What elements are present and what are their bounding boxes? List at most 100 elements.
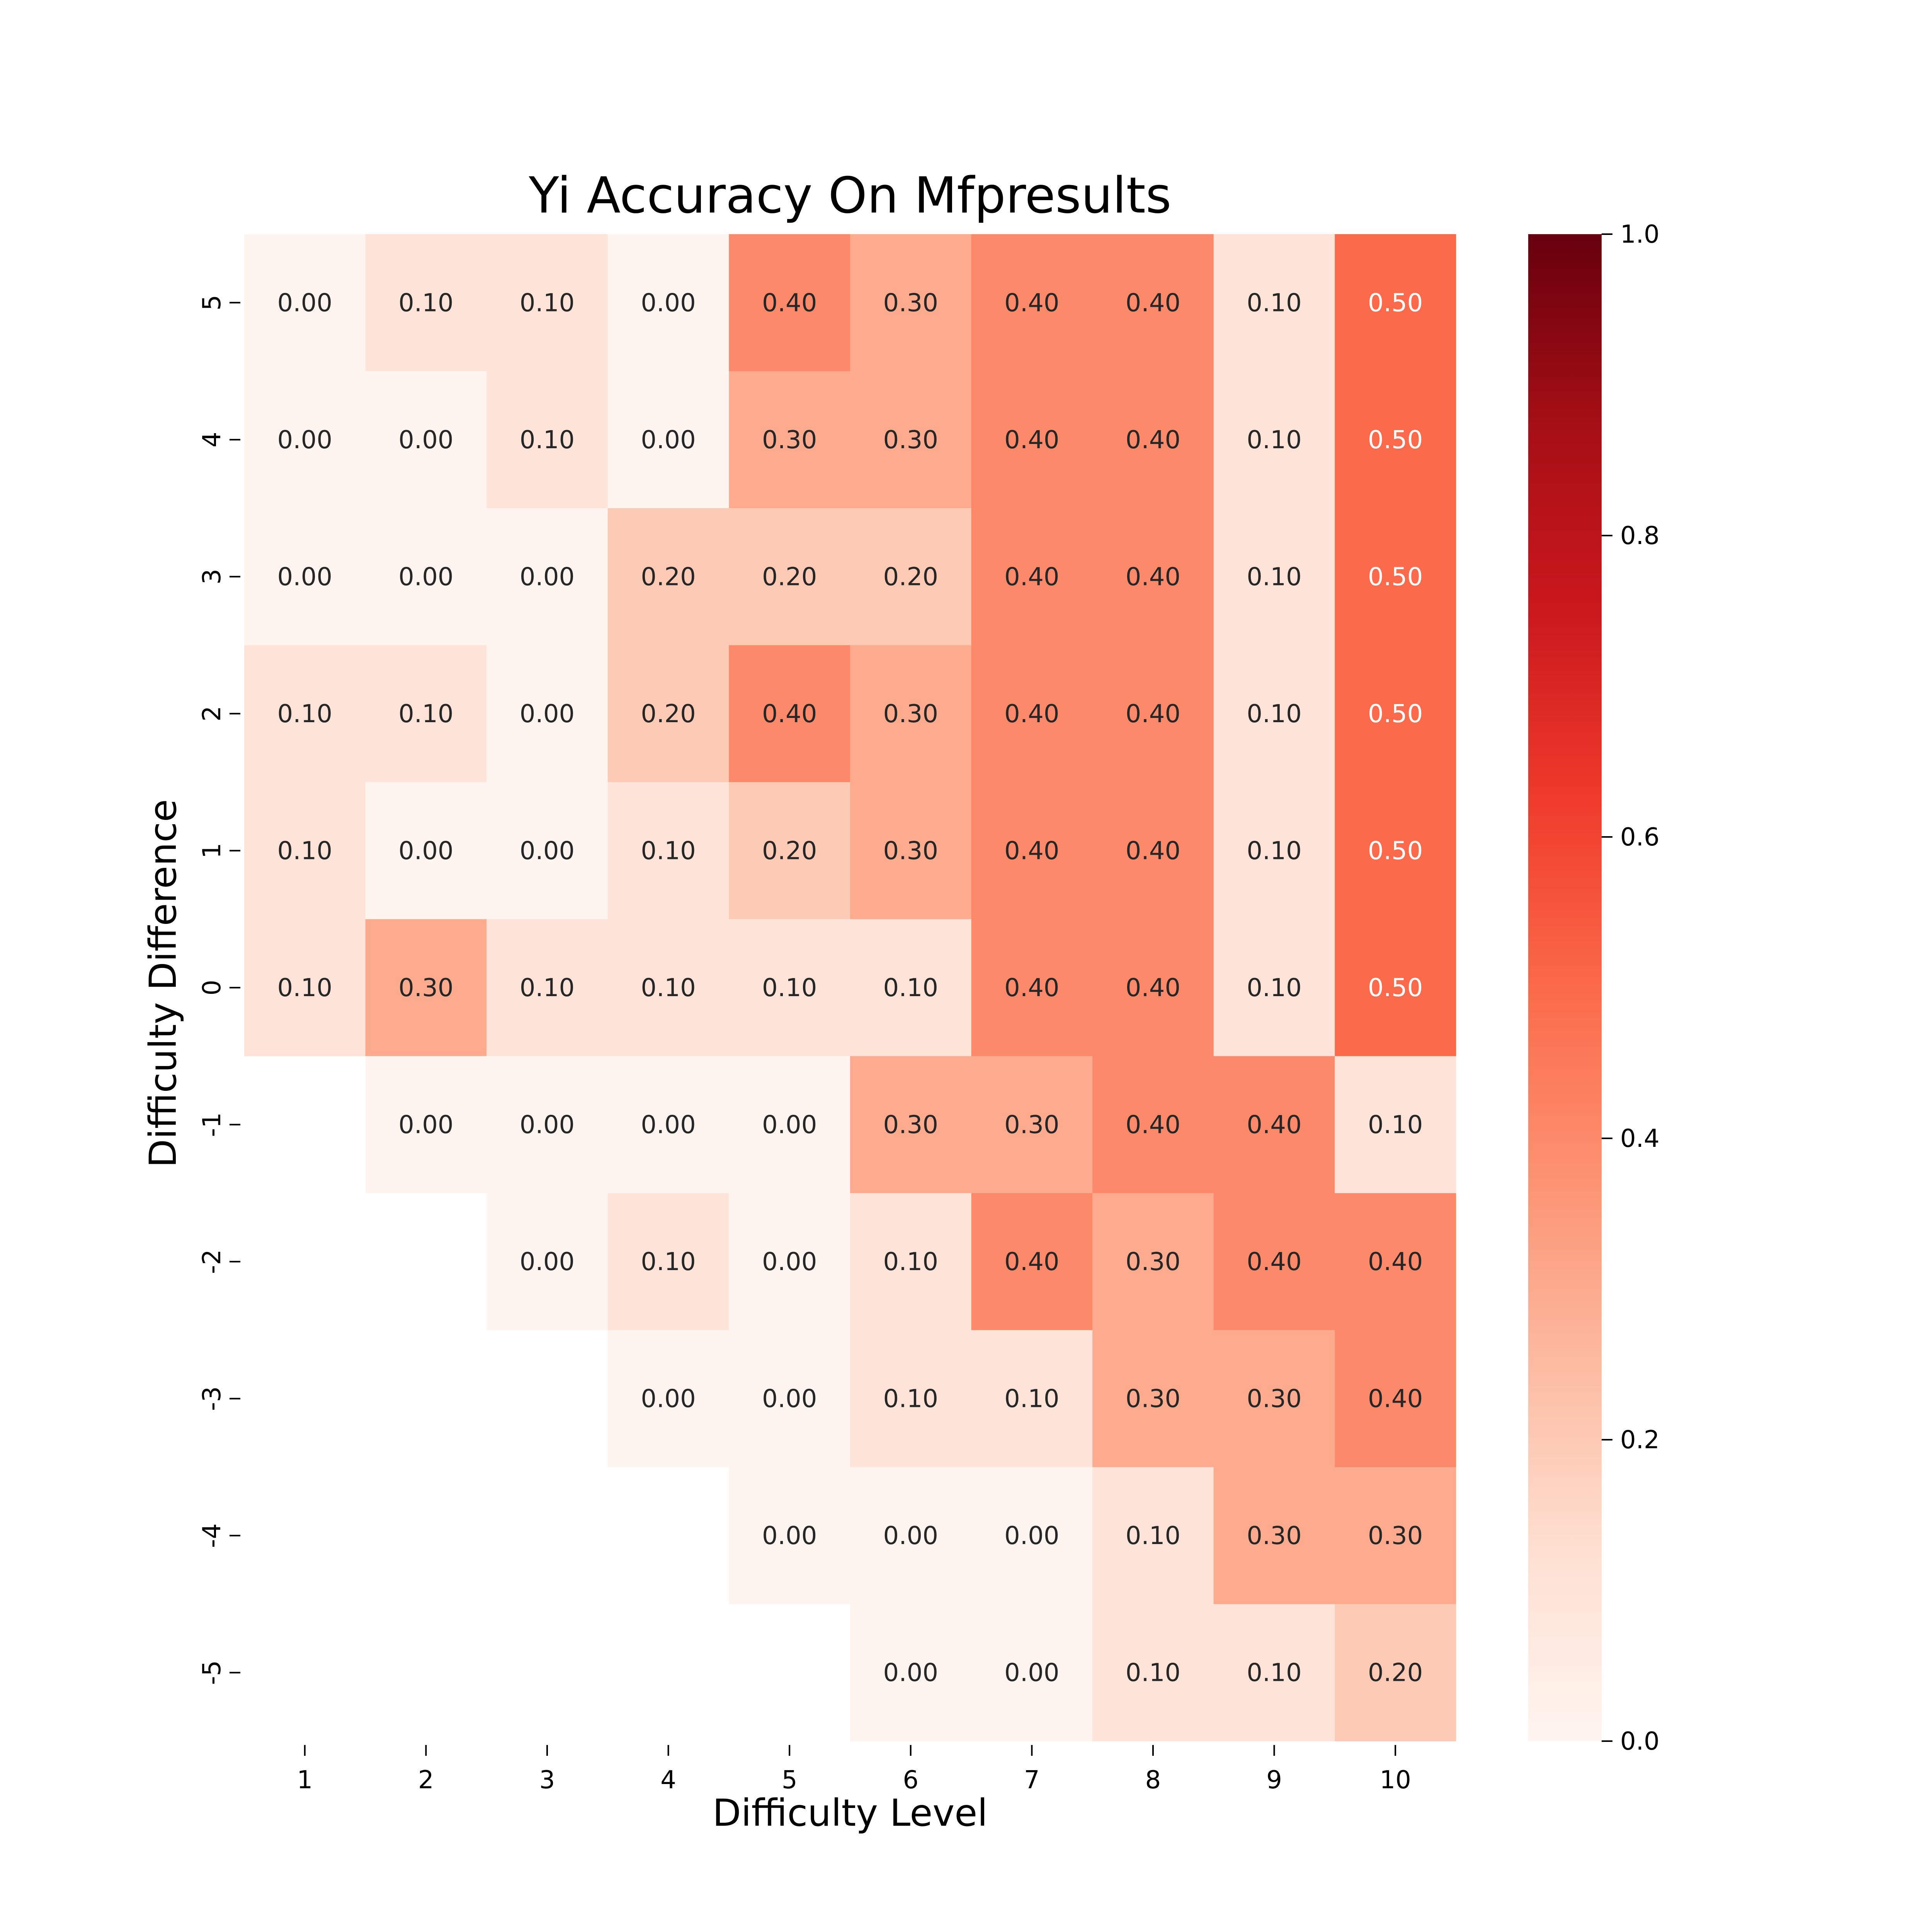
heatmap-cell	[729, 1467, 850, 1604]
cell-value-label: 0.00	[762, 1522, 817, 1550]
heatmap-cell	[1335, 919, 1456, 1056]
cell-value-label: 0.00	[277, 289, 333, 317]
cell-value-label: 0.10	[1004, 1385, 1060, 1413]
heatmap-cell	[971, 645, 1093, 782]
colorbar-tick-label: 0.2	[1620, 1426, 1660, 1454]
colorbar-tick-label: 0.0	[1620, 1727, 1660, 1756]
cell-value-label: 0.10	[1247, 289, 1302, 317]
heatmap-cell	[486, 234, 608, 372]
heatmap-cell	[1092, 1330, 1214, 1468]
cell-value-label: 0.00	[641, 1385, 696, 1413]
heatmap-cell	[607, 645, 729, 782]
heatmap-cell	[1335, 645, 1456, 782]
x-tick-label: 6	[903, 1766, 918, 1794]
cell-value-label: 0.40	[1004, 426, 1060, 454]
y-tick-label: -5	[198, 1660, 226, 1685]
cell-value-label: 0.40	[762, 289, 817, 317]
heatmap-cell	[850, 782, 972, 920]
x-tick-label: 7	[1024, 1766, 1040, 1794]
cell-value-label: 0.00	[520, 700, 575, 728]
cell-value-label: 0.30	[1247, 1385, 1302, 1413]
cell-value-label: 0.30	[883, 289, 939, 317]
heatmap-cell	[607, 1330, 729, 1468]
cell-value-label: 0.10	[1368, 1111, 1423, 1139]
cell-value-label: 0.00	[277, 563, 333, 591]
heatmap-cell	[607, 371, 729, 509]
cell-value-label: 0.00	[1004, 1522, 1060, 1550]
heatmap-cell	[729, 234, 850, 372]
cell-value-label: 0.00	[1004, 1659, 1060, 1687]
heatmap-cell	[486, 919, 608, 1056]
cell-value-label: 0.40	[1126, 1111, 1181, 1139]
cell-value-label: 0.30	[1247, 1522, 1302, 1550]
cell-value-label: 0.00	[641, 289, 696, 317]
heatmap-cell	[1092, 371, 1214, 509]
colorbar-tick-label: 1.0	[1620, 220, 1660, 249]
heatmap-cell	[729, 508, 850, 646]
heatmap-cell	[1213, 919, 1335, 1056]
cell-value-label: 0.50	[1368, 700, 1423, 728]
colorbar: 0.0 0.2 0.4 0.6 0.8 1.0	[1528, 220, 1660, 1756]
heatmap-cell	[729, 919, 850, 1056]
heatmap-cell	[365, 919, 487, 1056]
heatmap-cell	[365, 1056, 487, 1194]
x-tick-label: 3	[539, 1766, 555, 1794]
heatmap-cell	[244, 919, 366, 1056]
cell-value-label: 0.00	[398, 563, 454, 591]
cell-value-label: 0.00	[762, 1248, 817, 1276]
colorbar-tick-label: 0.6	[1620, 823, 1660, 852]
chart-title: Yi Accuracy On Mfpresults	[528, 167, 1171, 224]
heatmap-cell	[607, 782, 729, 920]
cell-value-label: 0.40	[1368, 1248, 1423, 1276]
cell-value-label: 0.10	[277, 837, 333, 865]
y-tick-label: 1	[198, 843, 226, 859]
x-axis: 1 2 3 4 5 6 7 8 9 10	[297, 1745, 1411, 1794]
heatmap-cell	[1092, 234, 1214, 372]
heatmap-cell	[1335, 234, 1456, 372]
heatmap-cell	[850, 1056, 972, 1194]
heatmap-cell	[1092, 1467, 1214, 1604]
cell-value-label: 0.40	[1004, 837, 1060, 865]
heatmap-cell	[971, 234, 1093, 372]
heatmap-cell	[1213, 371, 1335, 509]
cell-value-label: 0.40	[1368, 1385, 1423, 1413]
y-tick-label: 0	[198, 980, 226, 996]
cell-value-label: 0.10	[398, 289, 454, 317]
x-axis-label: Difficulty Level	[713, 1791, 988, 1835]
cell-value-label: 0.10	[520, 426, 575, 454]
cell-value-label: 0.40	[1126, 563, 1181, 591]
cell-value-label: 0.00	[641, 1111, 696, 1139]
heatmap-cell	[607, 508, 729, 646]
heatmap-cell	[850, 234, 972, 372]
heatmap-cell	[1213, 645, 1335, 782]
cell-value-label: 0.00	[520, 563, 575, 591]
cell-value-label: 0.10	[1247, 974, 1302, 1002]
cell-value-label: 0.40	[1126, 426, 1181, 454]
heatmap-cell	[850, 508, 972, 646]
cell-value-label: 0.40	[1004, 700, 1060, 728]
cell-value-label: 0.40	[1004, 289, 1060, 317]
heatmap-cell	[1092, 782, 1214, 920]
cell-value-label: 0.40	[1247, 1111, 1302, 1139]
heatmap-cell	[729, 1330, 850, 1468]
x-tick-label: 9	[1266, 1766, 1282, 1794]
cell-value-label: 0.50	[1368, 426, 1423, 454]
heatmap-cell	[486, 1193, 608, 1330]
heatmap-cell	[1335, 508, 1456, 646]
heatmap-cell	[244, 234, 366, 372]
colorbar-gradient	[1528, 234, 1602, 1741]
y-tick-label: -2	[198, 1249, 226, 1274]
heatmap-cell	[365, 371, 487, 509]
cell-value-label: 0.30	[1004, 1111, 1060, 1139]
cell-value-label: 0.30	[883, 1111, 939, 1139]
heatmap-cell	[1335, 1467, 1456, 1604]
cell-value-label: 0.30	[883, 837, 939, 865]
heatmap-cell	[607, 1056, 729, 1194]
x-tick-label: 1	[297, 1766, 313, 1794]
heatmap-cell	[365, 645, 487, 782]
heatmap-cell	[486, 782, 608, 920]
y-tick-label: 2	[198, 706, 226, 722]
heatmap-cell	[971, 782, 1093, 920]
